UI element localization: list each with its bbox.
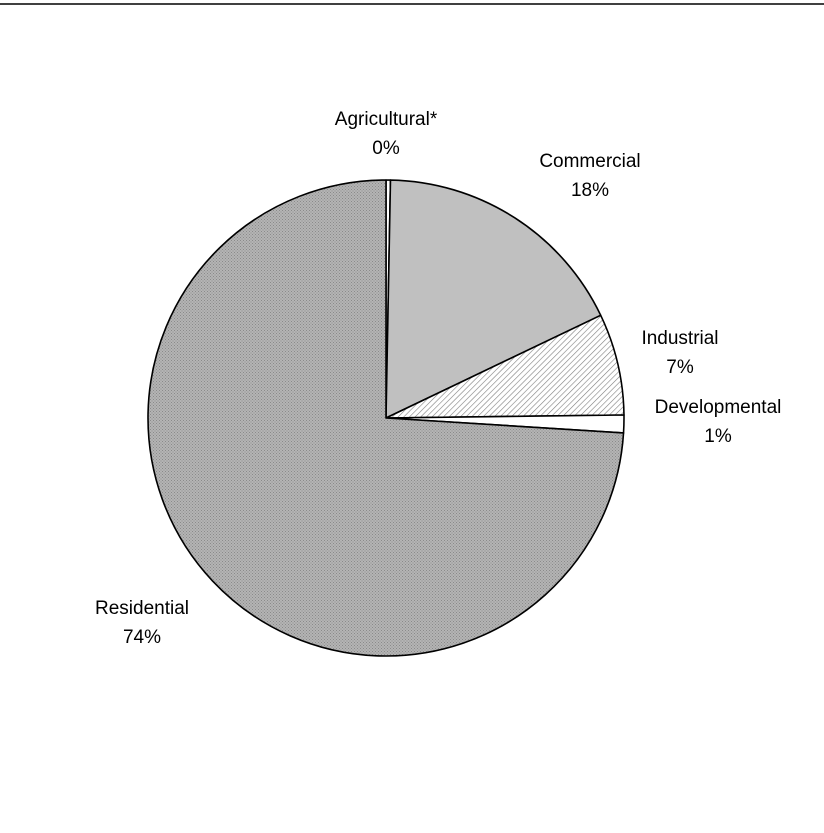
label-commercial-pct: 18%: [571, 180, 609, 201]
label-residential-pct: 74%: [123, 627, 161, 648]
slices-layer: [147, 179, 625, 657]
label-residential-name: Residential: [95, 598, 189, 619]
slice-commercial: [385, 179, 602, 419]
label-industrial-name: Industrial: [641, 328, 718, 349]
label-agricultural-pct: 0%: [372, 138, 400, 159]
label-developmental-pct: 1%: [704, 426, 732, 447]
slice-industrial: [385, 314, 625, 419]
slice-residential: [147, 179, 625, 657]
label-industrial-pct: 7%: [666, 357, 694, 378]
label-developmental-name: Developmental: [655, 397, 782, 418]
label-commercial-name: Commercial: [539, 151, 640, 172]
label-agricultural-name: Agricultural*: [335, 109, 438, 130]
